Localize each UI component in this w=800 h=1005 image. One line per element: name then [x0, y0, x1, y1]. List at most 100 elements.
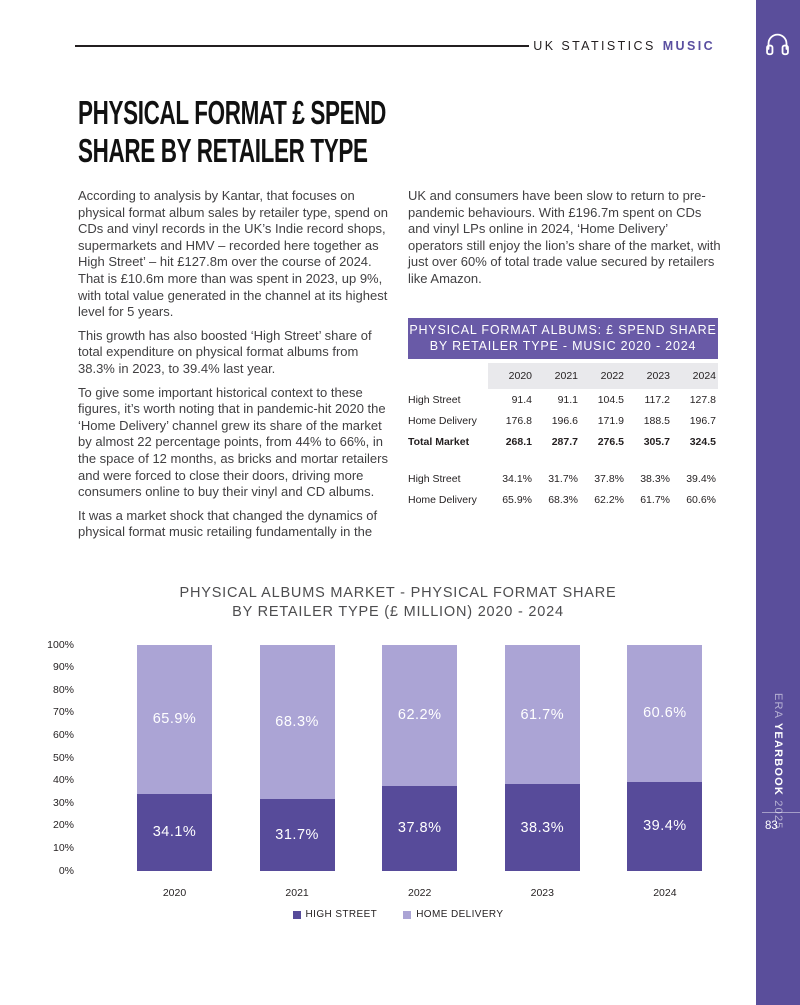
page-title-line2: SHARE BY RETAILER TYPE	[78, 132, 368, 169]
table-row: Home Delivery 176.8 196.6 171.9 188.5 196.7	[408, 410, 718, 431]
table-cell-value: 39.4%	[686, 472, 716, 485]
table-cell-value: 127.8	[689, 393, 716, 406]
table-cell-value: 176.8	[505, 414, 532, 427]
table-year-cell: 2024	[672, 363, 718, 389]
table-cell-value: 276.5	[597, 435, 624, 448]
legend-swatch	[292, 910, 301, 919]
table-cell-value: 31.7%	[548, 472, 578, 485]
y-axis-tick-label: 40%	[52, 774, 74, 787]
table-cell-value: 188.5	[643, 414, 670, 427]
bar-segment-high-street	[504, 784, 580, 871]
article-paragraph: According to analysis by Kantar, that fo…	[78, 188, 388, 320]
y-axis-tick-label: 30%	[52, 796, 74, 809]
right-sidebar: ERA YEARBOOK 2025 83	[756, 0, 800, 1005]
legend-swatch	[403, 910, 412, 919]
table-share-rows: High Street 34.1% 31.7% 37.8% 38.3% 39.4% Home…	[408, 468, 718, 510]
spend-share-table: PHYSICAL FORMAT ALBUMS: £ SPEND SHARE BY…	[408, 318, 718, 510]
y-axis-tick-label: 70%	[52, 706, 74, 719]
page-title: PHYSICAL FORMAT £ SPEND SHARE BY RETAILE…	[78, 94, 531, 170]
table-row: High Street 91.4 91.1 104.5 117.2 127.8	[408, 389, 718, 410]
bar-value-label-home-delivery: 68.3%	[275, 714, 319, 731]
y-axis-tick-label: 60%	[52, 728, 74, 741]
bar-segment-high-street	[259, 799, 335, 871]
article-right-column: UK and consumers have been slow to retur…	[408, 188, 722, 295]
x-axis-tick-label: 2020	[162, 887, 187, 899]
article-paragraph: This growth has also boosted ‘High Stree…	[78, 327, 372, 376]
chart-legend: HIGH STREET HOME DELIVERY	[78, 909, 718, 920]
bar-value-label-home-delivery: 61.7%	[520, 706, 565, 723]
table-cell-value: 38.3%	[640, 472, 670, 485]
header-section-label: UK STATISTICS	[533, 39, 656, 53]
y-axis-tick-label: 100%	[47, 638, 74, 651]
y-axis-tick-label: 20%	[52, 819, 74, 832]
legend-label: HOME DELIVERY	[416, 909, 504, 920]
y-axis-tick-label: 0%	[58, 864, 74, 877]
bar-segment-home-delivery	[382, 645, 458, 786]
headphones-icon	[766, 33, 789, 56]
y-axis-tick-label: 80%	[52, 683, 74, 696]
bar-value-label-home-delivery: 62.2%	[397, 707, 442, 724]
table-row: Total Market 268.1 287.7 276.5 305.7 324.5	[408, 431, 718, 452]
table-title-line1: PHYSICAL FORMAT ALBUMS: £ SPEND SHARE	[409, 323, 717, 337]
table-row-label: High Street	[408, 393, 461, 406]
bar-segment-home-delivery	[137, 645, 212, 794]
x-axis-tick-label: 2024	[653, 887, 677, 899]
bar-value-label-home-delivery: 65.9%	[152, 711, 197, 728]
table-row-label: High Street	[408, 472, 461, 485]
chart-title-line1: PHYSICAL ALBUMS MARKET - PHYSICAL FORMAT…	[179, 585, 617, 601]
table-cell-value: 196.6	[551, 414, 578, 427]
article-left-column: According to analysis by Kantar, that fo…	[78, 188, 398, 548]
table-row-label: Home Delivery	[408, 493, 477, 506]
table-cell-value: 305.7	[643, 435, 670, 448]
x-axis-tick-label: 2021	[285, 887, 309, 899]
table-row-label: Total Market	[408, 435, 470, 448]
bar-value-label-home-delivery: 60.6%	[643, 705, 687, 722]
article-paragraph: UK and consumers have been slow to retur…	[408, 188, 721, 286]
table-cell-value: 91.4	[511, 393, 532, 406]
bar-segment-home-delivery	[259, 645, 335, 800]
table-year-cell: 2021	[534, 363, 580, 389]
x-axis-tick-label: 2023	[530, 887, 554, 899]
bar-segment-home-delivery	[504, 645, 580, 785]
table-cell-value: 91.1	[557, 393, 578, 406]
table-cell-value: 117.2	[644, 393, 671, 406]
chart-title: PHYSICAL ALBUMS MARKET - PHYSICAL FORMAT…	[78, 584, 718, 622]
table-year-header-row: 2020 2021 2022 2023 2024	[408, 363, 718, 389]
table-row: High Street 34.1% 31.7% 37.8% 38.3% 39.4%	[408, 468, 718, 489]
legend-item: HIGH STREET	[292, 909, 378, 920]
article-paragraph: To give some important historical contex…	[78, 384, 388, 500]
table-cell-value: 171.9	[597, 414, 624, 427]
article-paragraph: It was a market shock that changed the d…	[78, 507, 378, 540]
table-cell-value: 68.3%	[548, 493, 578, 506]
table-value-rows: High Street 91.4 91.1 104.5 117.2 127.8 Home D…	[408, 389, 718, 452]
sidebar-divider	[762, 812, 800, 813]
table-cell-value: 287.7	[551, 435, 578, 448]
bar-segment-high-street	[382, 785, 458, 871]
sidebar-year-label: 2025	[772, 796, 784, 830]
sidebar-yearbook-label: YEARBOOK	[772, 722, 784, 797]
table-cell-value: 37.8%	[594, 472, 624, 485]
bar-segment-high-street	[137, 793, 212, 871]
table-year-cell: 2022	[580, 363, 626, 389]
table-cell-value: 324.5	[689, 435, 716, 448]
table-title-line2: BY RETAILER TYPE - MUSIC 2020 - 2024	[429, 339, 697, 353]
table-cell-value: 196.7	[689, 414, 716, 427]
table-cell-value: 62.2%	[594, 493, 624, 506]
y-axis-tick-label: 50%	[52, 751, 74, 764]
table-cell-value: 60.6%	[686, 493, 716, 506]
bar-value-label-high-street: 39.4%	[643, 818, 687, 835]
bar-value-label-high-street: 31.7%	[275, 827, 319, 844]
bar-segment-home-delivery	[627, 645, 703, 782]
table-year-cell: 2020	[488, 363, 534, 389]
table-cell-value: 268.1	[505, 435, 532, 448]
table-cell-value: 65.9%	[502, 493, 532, 506]
table-row-label: Home Delivery	[408, 414, 477, 427]
x-axis-tick-label: 2022	[408, 887, 432, 899]
chart-title-line2: BY RETAILER TYPE (£ MILLION) 2020 - 2024	[232, 604, 564, 620]
y-axis-tick-label: 10%	[52, 841, 74, 854]
bar-value-label-high-street: 38.3%	[520, 819, 565, 836]
bar-value-label-high-street: 37.8%	[397, 820, 442, 837]
page-header: UK STATISTICS MUSIC	[75, 39, 715, 53]
legend-item: HOME DELIVERY	[403, 909, 503, 920]
